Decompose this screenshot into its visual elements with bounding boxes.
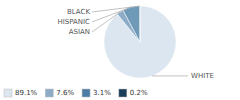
legend-swatch [4,89,12,97]
legend: 89.1% 7.6% 3.1% 0.2% [4,89,148,97]
leader-line [92,12,120,32]
slice-label: BLACK [67,8,90,16]
legend-swatch [82,89,90,97]
slice-labels: BLACK HISPANIC ASIAN WHITE [57,6,213,80]
pie [104,6,176,78]
pie-slice [104,6,176,78]
chart: BLACK HISPANIC ASIAN WHITE 89.1% 7.6% 3.1% 0.2% [0,0,240,100]
legend-swatch [119,89,127,97]
legend-label: 89.1% [15,89,38,97]
slice-label: ASIAN [69,28,90,36]
leader-line [92,6,140,12]
leader-line [92,7,131,22]
leader-line [152,75,188,76]
slice-label: WHITE [191,72,214,80]
pie-slice [139,6,140,42]
legend-label: 7.6% [56,89,74,97]
slice-label: HISPANIC [57,18,90,26]
pie-slice [123,6,140,42]
legend-label: 0.2% [130,89,148,97]
legend-swatch [45,89,53,97]
legend-label: 3.1% [93,89,111,97]
